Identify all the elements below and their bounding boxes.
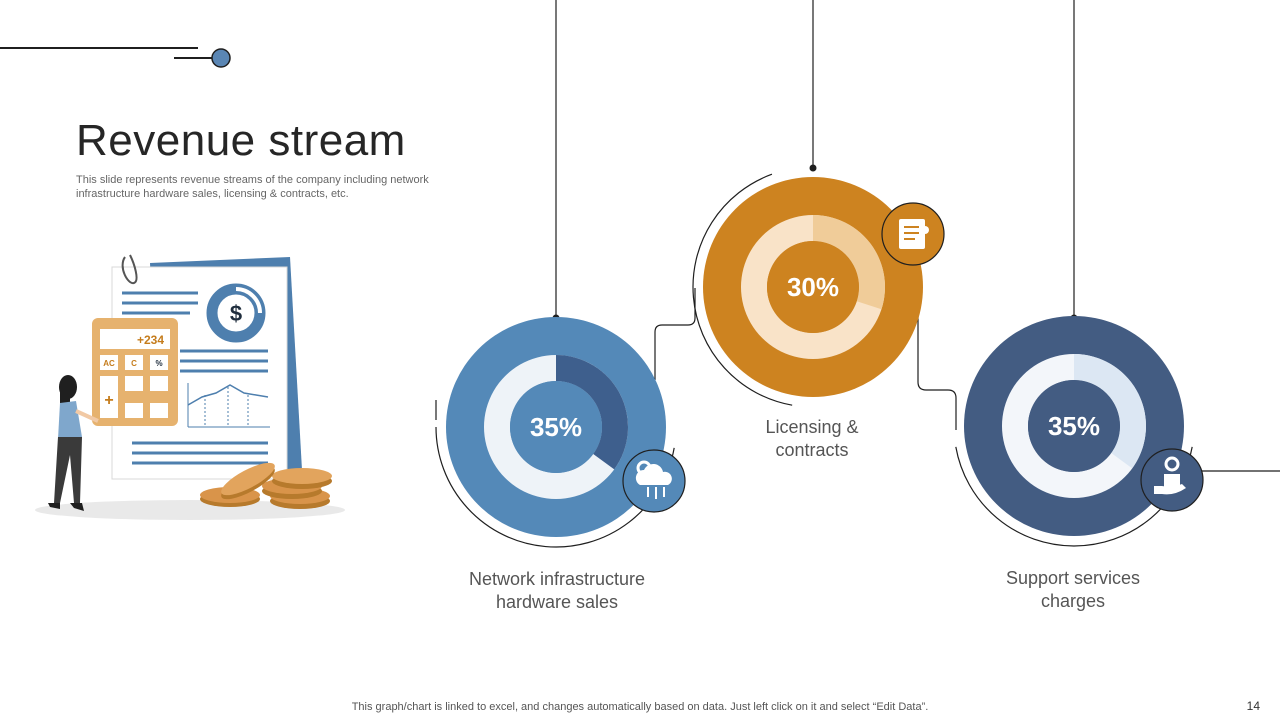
finance-illustration: $ +234 AC C % + bbox=[35, 254, 345, 520]
segment-label-line: charges bbox=[1040, 591, 1106, 611]
cloud-gear-icon bbox=[622, 449, 686, 513]
segment-label-line: contracts bbox=[775, 440, 849, 460]
donut-value-label: 35% bbox=[1048, 411, 1100, 441]
footnote: This graph/chart is linked to excel, and… bbox=[351, 701, 929, 713]
segment-label-licensing: Licensing & contracts bbox=[692, 416, 932, 462]
coin-stack bbox=[200, 462, 332, 509]
contract-document-icon bbox=[881, 202, 945, 266]
person-figure bbox=[48, 375, 99, 511]
calc-key-plus: + bbox=[104, 392, 113, 409]
connector-line bbox=[917, 290, 957, 430]
donut-value-label: 35% bbox=[530, 412, 582, 442]
connector-line bbox=[654, 288, 696, 380]
page-subtitle: This slide represents revenue streams of… bbox=[76, 174, 429, 200]
calc-key-c: C bbox=[131, 359, 137, 368]
donut-value-label: 30% bbox=[787, 272, 839, 302]
donut-2: 30% bbox=[692, 0, 945, 406]
donut-1: 35% bbox=[435, 0, 686, 548]
segment-label-line: Support services bbox=[1005, 568, 1141, 588]
currency-symbol: $ bbox=[230, 301, 242, 326]
connector-lines bbox=[435, 288, 1280, 472]
donut-center bbox=[1028, 380, 1120, 472]
page-number: 14 bbox=[1246, 699, 1260, 713]
donut-3: 35% bbox=[955, 0, 1204, 547]
calc-key-percent: % bbox=[155, 359, 162, 368]
donut-center bbox=[510, 381, 602, 473]
hanging-dot bbox=[809, 164, 817, 172]
donut-value-arc bbox=[1074, 354, 1146, 469]
segment-label-network-hardware: Network infrastructure hardware sales bbox=[437, 568, 677, 614]
segment-label-support-services: Support services charges bbox=[953, 567, 1193, 613]
donut-value-arc bbox=[813, 215, 886, 310]
segment-label-line: Licensing & bbox=[765, 417, 859, 437]
calc-key-ac: AC bbox=[103, 359, 115, 368]
segment-label-line: Network infrastructure bbox=[468, 569, 646, 589]
calculator-display: +234 bbox=[137, 333, 164, 347]
donut-center bbox=[767, 241, 859, 333]
header-decoration bbox=[0, 47, 231, 68]
segment-label-line: hardware sales bbox=[495, 592, 619, 612]
page-title: Revenue stream bbox=[76, 116, 406, 165]
outer-arc bbox=[692, 173, 793, 406]
donut-value-arc bbox=[556, 355, 628, 470]
hand-box-gear-icon bbox=[1140, 448, 1204, 512]
